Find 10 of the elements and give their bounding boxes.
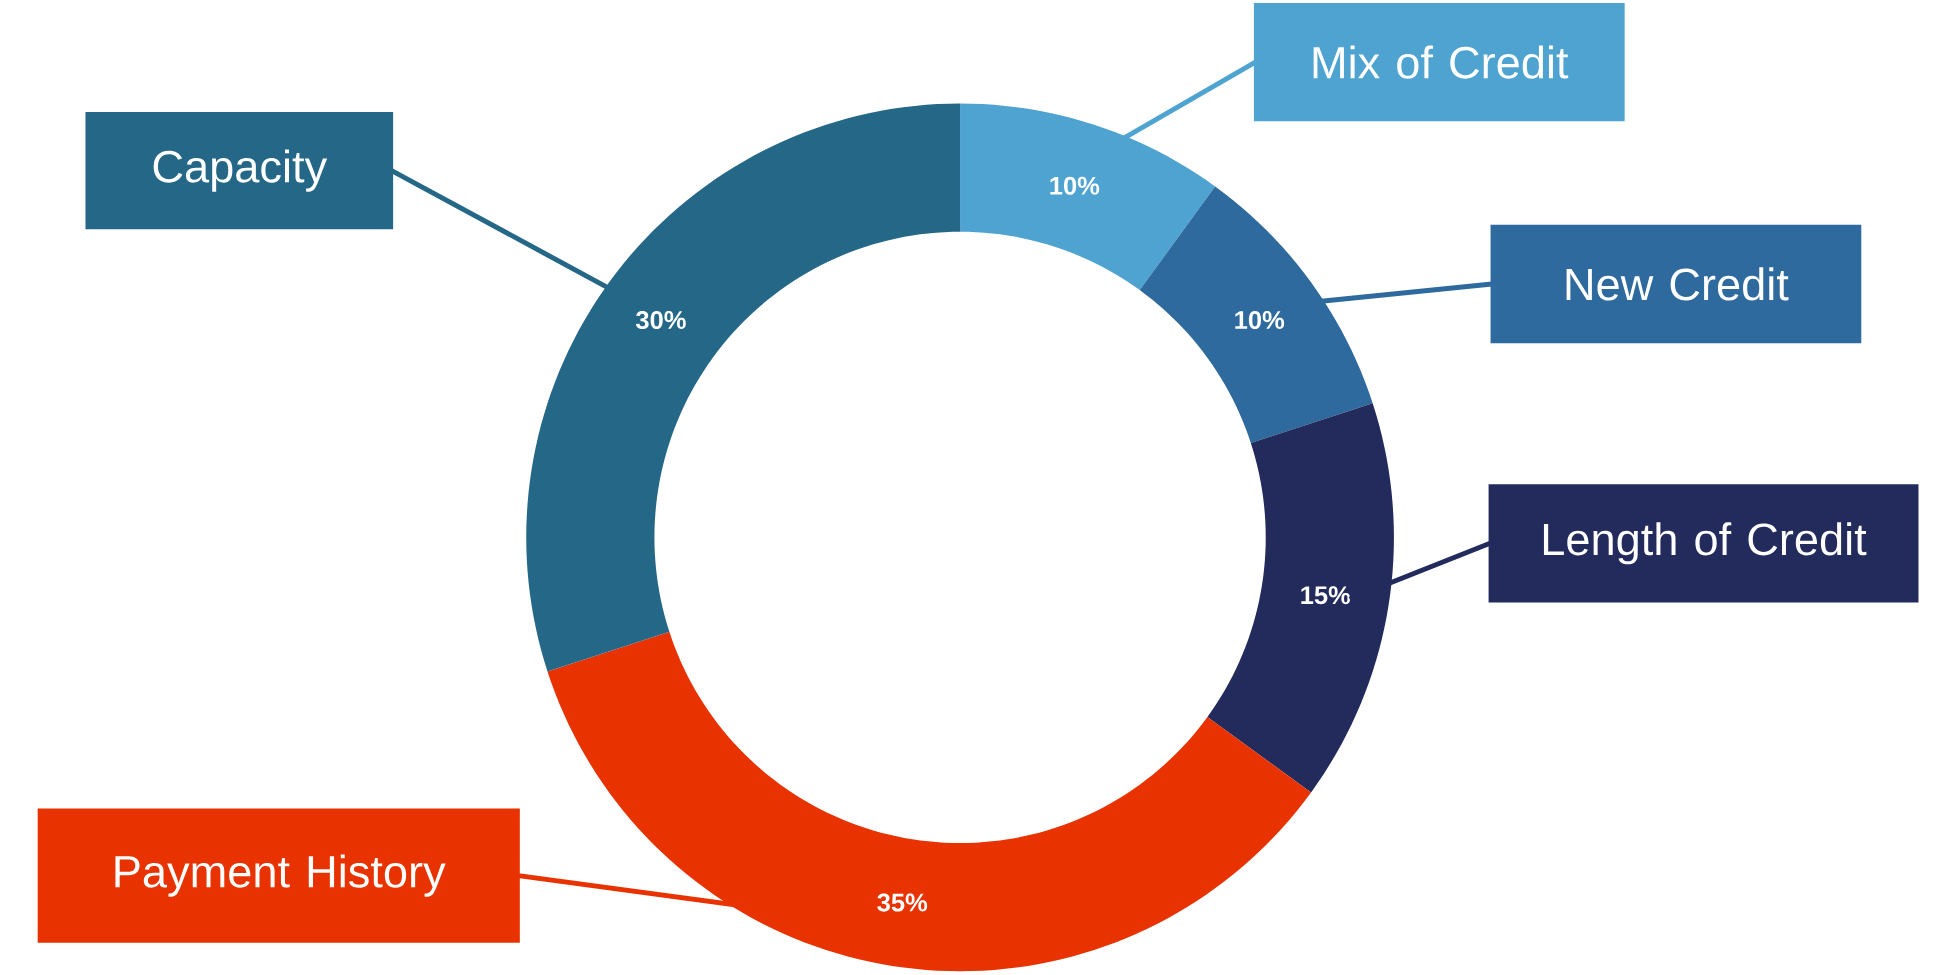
slice-label: Payment History [115,854,446,897]
legend-label: New Credit [1566,267,1789,301]
data-label: 10% [1050,176,1100,195]
data-label: 15% [1301,586,1351,605]
data-label: 35% [877,893,928,912]
data-label: 30% [635,310,686,330]
slice-label: Capacity [153,149,328,192]
slice-label: Length of Credit [1543,522,1867,565]
data-label: 10% [1235,310,1285,329]
slice-label: Mix of Credit [1313,45,1569,79]
